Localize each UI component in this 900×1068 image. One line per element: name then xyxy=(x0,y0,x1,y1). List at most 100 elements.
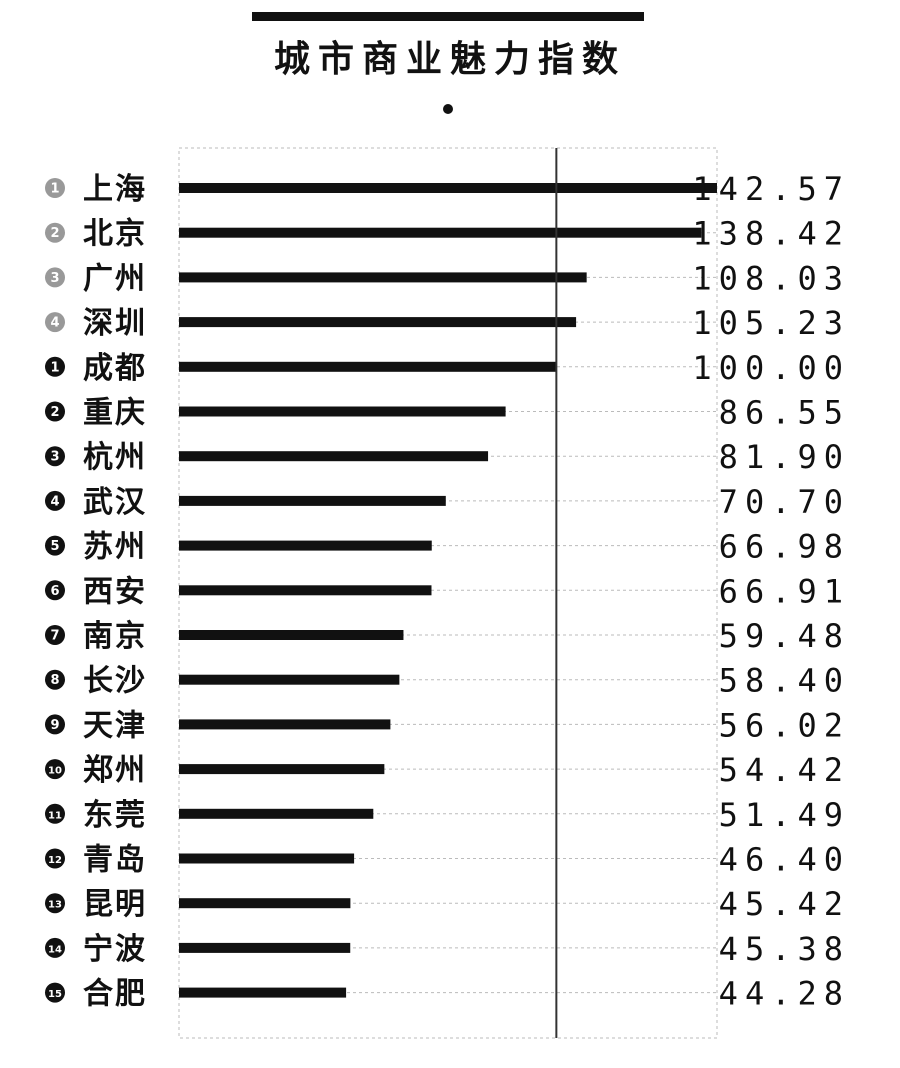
bar xyxy=(179,361,557,372)
rank-badge xyxy=(45,222,65,243)
rank-number: 11 xyxy=(48,810,62,821)
rank-number: 5 xyxy=(50,539,59,554)
rank-badge xyxy=(45,446,65,467)
bar xyxy=(179,495,446,506)
value-label: 45.42 xyxy=(719,885,850,923)
rank-number: 4 xyxy=(50,494,59,509)
rank-number: 8 xyxy=(50,673,59,688)
value-label: 142.57 xyxy=(692,170,850,208)
rank-badge xyxy=(45,714,65,735)
city-label: 昆明 xyxy=(83,887,147,922)
rank-number: 13 xyxy=(48,900,62,911)
city-label: 重庆 xyxy=(83,396,147,431)
rank-badge xyxy=(45,759,65,780)
value-label: 70.70 xyxy=(719,483,850,521)
city-label: 北京 xyxy=(83,217,147,252)
city-label: 苏州 xyxy=(83,530,147,565)
value-label: 86.55 xyxy=(719,394,850,432)
value-label: 66.98 xyxy=(719,528,850,566)
bar xyxy=(179,183,717,193)
value-label: 54.42 xyxy=(719,751,850,789)
value-label: 105.23 xyxy=(692,304,850,342)
city-label: 天津 xyxy=(83,708,147,743)
rank-badge xyxy=(45,803,65,824)
value-label: 46.40 xyxy=(719,841,850,879)
rank-number: 1 xyxy=(50,360,59,375)
bar xyxy=(179,942,351,953)
rank-badge xyxy=(45,401,65,422)
value-label: 56.02 xyxy=(719,706,850,744)
rank-badge xyxy=(45,982,65,1003)
value-label: 45.38 xyxy=(719,930,850,968)
city-label: 合肥 xyxy=(83,977,147,1012)
bar xyxy=(179,808,374,819)
rank-number: 14 xyxy=(48,944,62,955)
bars xyxy=(179,183,717,998)
value-label: 66.91 xyxy=(719,572,850,610)
title-dot-decoration xyxy=(443,104,453,114)
rank-badge xyxy=(45,580,65,601)
bar xyxy=(179,272,587,283)
city-label: 青岛 xyxy=(83,843,147,878)
bar xyxy=(179,898,351,909)
rank-badge xyxy=(45,848,65,869)
rank-number: 6 xyxy=(50,584,59,599)
rank-number: 1 xyxy=(50,182,59,197)
city-label: 南京 xyxy=(83,619,147,654)
bar xyxy=(179,585,432,596)
rank-number: 4 xyxy=(50,316,59,331)
rank-number: 2 xyxy=(50,405,59,420)
rank-badge xyxy=(45,490,65,511)
rank-badge xyxy=(45,312,65,333)
city-label: 郑州 xyxy=(83,753,147,788)
rank-number: 3 xyxy=(50,271,59,286)
rank-badge xyxy=(45,535,65,556)
chart-title: 城市商业魅力指数 xyxy=(273,39,626,80)
bar xyxy=(179,451,489,462)
rank-badge xyxy=(45,267,65,288)
value-label: 138.42 xyxy=(692,215,850,253)
rank-badge xyxy=(45,625,65,645)
value-label: 81.90 xyxy=(719,438,850,476)
bar xyxy=(179,674,400,685)
rank-badge xyxy=(45,356,65,377)
rank-number: 10 xyxy=(48,766,62,777)
value-label: 51.49 xyxy=(719,796,850,834)
value-label: 100.00 xyxy=(692,349,850,387)
bar xyxy=(179,764,385,775)
city-label: 深圳 xyxy=(83,306,147,341)
rank-number: 2 xyxy=(50,226,59,241)
city-label: 东莞 xyxy=(83,798,147,833)
rank-number: 15 xyxy=(48,989,62,1000)
rank-number: 9 xyxy=(50,718,59,733)
bar xyxy=(179,853,355,864)
value-label: 44.28 xyxy=(719,975,850,1013)
bar xyxy=(179,719,391,730)
rank-badge xyxy=(45,937,65,958)
city-label: 长沙 xyxy=(83,664,147,699)
value-label: 59.48 xyxy=(719,617,850,655)
value-labels: 142.57 138.42 108.03 105.23 100.00 86.55 81.90… xyxy=(692,170,850,1013)
rank-badge xyxy=(45,178,65,198)
city-label: 广州 xyxy=(83,261,147,296)
bar xyxy=(179,317,577,328)
value-label: 108.03 xyxy=(692,259,850,297)
city-label: 西安 xyxy=(83,574,147,609)
title-bar-decoration xyxy=(252,12,644,21)
rank-number: 12 xyxy=(48,855,62,866)
bar xyxy=(179,540,432,551)
city-label: 成都 xyxy=(83,351,147,386)
row-labels: 1 上海 2 北京 3 广州 4 深圳 1 成都 2 重庆 3 杭州 4 武汉 5 苏州 6 西安 7 南京 8 长沙 9 天津 1… xyxy=(45,172,147,1012)
rank-badge xyxy=(45,893,65,914)
bar xyxy=(179,987,347,998)
rank-badge xyxy=(45,669,65,690)
city-label: 杭州 xyxy=(83,440,147,475)
value-label: 58.40 xyxy=(719,662,850,700)
city-label: 宁波 xyxy=(83,932,147,967)
bar xyxy=(179,227,702,238)
city-label: 上海 xyxy=(83,172,147,207)
rank-number: 7 xyxy=(50,629,59,644)
rank-number: 3 xyxy=(50,450,59,465)
bar xyxy=(179,630,404,640)
